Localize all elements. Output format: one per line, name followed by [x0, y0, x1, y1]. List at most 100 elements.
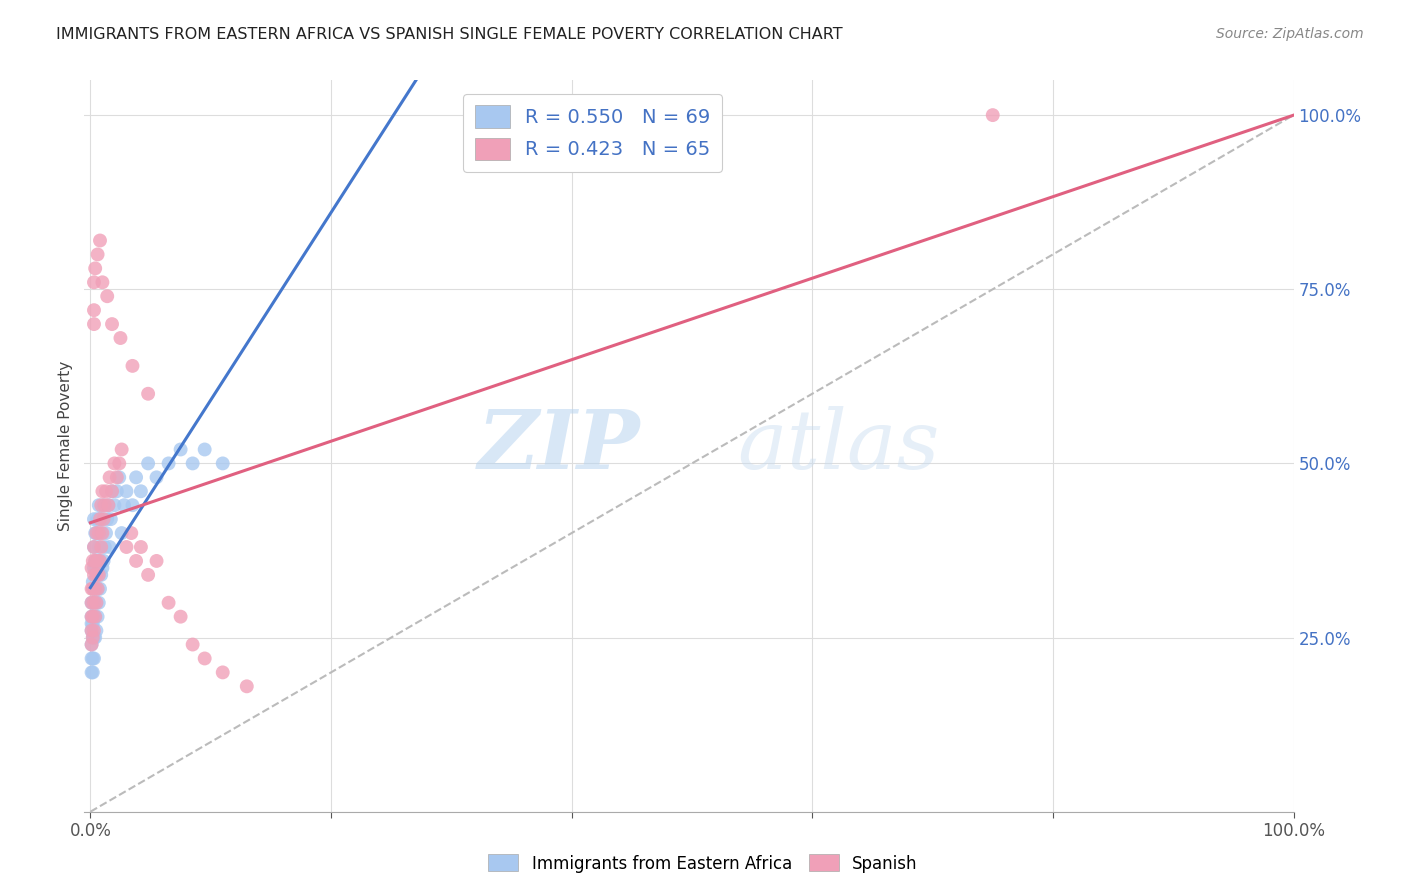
Point [86, 609, 108, 624]
Point [83, 567, 105, 582]
Point [84, 526, 107, 541]
Point [91, 561, 114, 575]
Point [125, 470, 148, 484]
Point [94, 526, 117, 541]
Point [86, 526, 108, 541]
Point [87, 540, 110, 554]
Point [82, 554, 104, 568]
Point [86, 554, 108, 568]
Point [87, 596, 110, 610]
Point [86, 567, 108, 582]
Point [136, 457, 159, 471]
Point [91, 275, 114, 289]
Point [83, 631, 105, 645]
Point [87, 567, 110, 582]
Point [80, 638, 103, 652]
Point [91, 484, 114, 499]
Point [97, 498, 120, 512]
Point [94, 498, 117, 512]
Point [110, 331, 132, 345]
Legend: R = 0.550   N = 69, R = 0.423   N = 65: R = 0.550 N = 69, R = 0.423 N = 65 [463, 94, 723, 171]
Point [87, 526, 110, 541]
Point [84, 631, 107, 645]
Point [90, 526, 112, 541]
Point [90, 498, 112, 512]
Point [80, 665, 103, 680]
Point [194, 442, 217, 457]
Point [98, 470, 121, 484]
Point [112, 498, 135, 512]
Point [108, 470, 131, 484]
Point [89, 512, 111, 526]
Point [93, 512, 115, 526]
Point [80, 624, 103, 638]
Point [94, 484, 117, 499]
Point [157, 457, 180, 471]
Y-axis label: Single Female Poverty: Single Female Poverty [58, 361, 73, 531]
Point [84, 261, 107, 276]
Point [83, 540, 105, 554]
Point [145, 470, 167, 484]
Point [108, 457, 131, 471]
Point [101, 317, 124, 331]
Point [86, 526, 108, 541]
Point [80, 638, 103, 652]
Point [89, 554, 111, 568]
Point [115, 484, 138, 499]
Point [83, 609, 105, 624]
Point [120, 526, 142, 541]
Point [86, 512, 108, 526]
Point [121, 498, 143, 512]
Point [91, 512, 114, 526]
Point [94, 540, 117, 554]
Point [89, 512, 111, 526]
Text: ZIP: ZIP [478, 406, 641, 486]
Point [111, 526, 134, 541]
Point [83, 624, 105, 638]
Point [80, 582, 103, 596]
Point [82, 665, 104, 680]
Point [80, 561, 103, 575]
Point [101, 484, 124, 499]
Point [121, 359, 143, 373]
Point [82, 631, 104, 645]
Point [181, 638, 204, 652]
Point [93, 554, 115, 568]
Point [80, 609, 103, 624]
Point [125, 554, 148, 568]
Point [89, 554, 111, 568]
Point [83, 303, 105, 318]
Point [86, 554, 108, 568]
Point [981, 108, 1004, 122]
Point [105, 470, 128, 484]
Point [86, 596, 108, 610]
Point [115, 540, 138, 554]
Point [84, 609, 107, 624]
Point [86, 624, 108, 638]
Point [97, 498, 120, 512]
Point [91, 526, 114, 541]
Point [86, 596, 108, 610]
Point [136, 567, 159, 582]
Point [83, 596, 105, 610]
Point [82, 582, 104, 596]
Point [136, 386, 159, 401]
Text: IMMIGRANTS FROM EASTERN AFRICA VS SPANISH SINGLE FEMALE POVERTY CORRELATION CHAR: IMMIGRANTS FROM EASTERN AFRICA VS SPANIS… [56, 27, 842, 42]
Point [82, 631, 104, 645]
Point [103, 457, 125, 471]
Point [105, 484, 128, 499]
Point [80, 596, 103, 610]
Point [86, 582, 108, 596]
Point [80, 651, 103, 665]
Point [83, 275, 105, 289]
Point [83, 540, 105, 554]
Point [86, 582, 108, 596]
Point [82, 609, 104, 624]
Point [84, 582, 107, 596]
Point [101, 484, 124, 499]
Point [111, 442, 134, 457]
Point [93, 498, 115, 512]
Legend: Immigrants from Eastern Africa, Spanish: Immigrants from Eastern Africa, Spanish [482, 847, 924, 880]
Point [96, 512, 118, 526]
Point [80, 624, 103, 638]
